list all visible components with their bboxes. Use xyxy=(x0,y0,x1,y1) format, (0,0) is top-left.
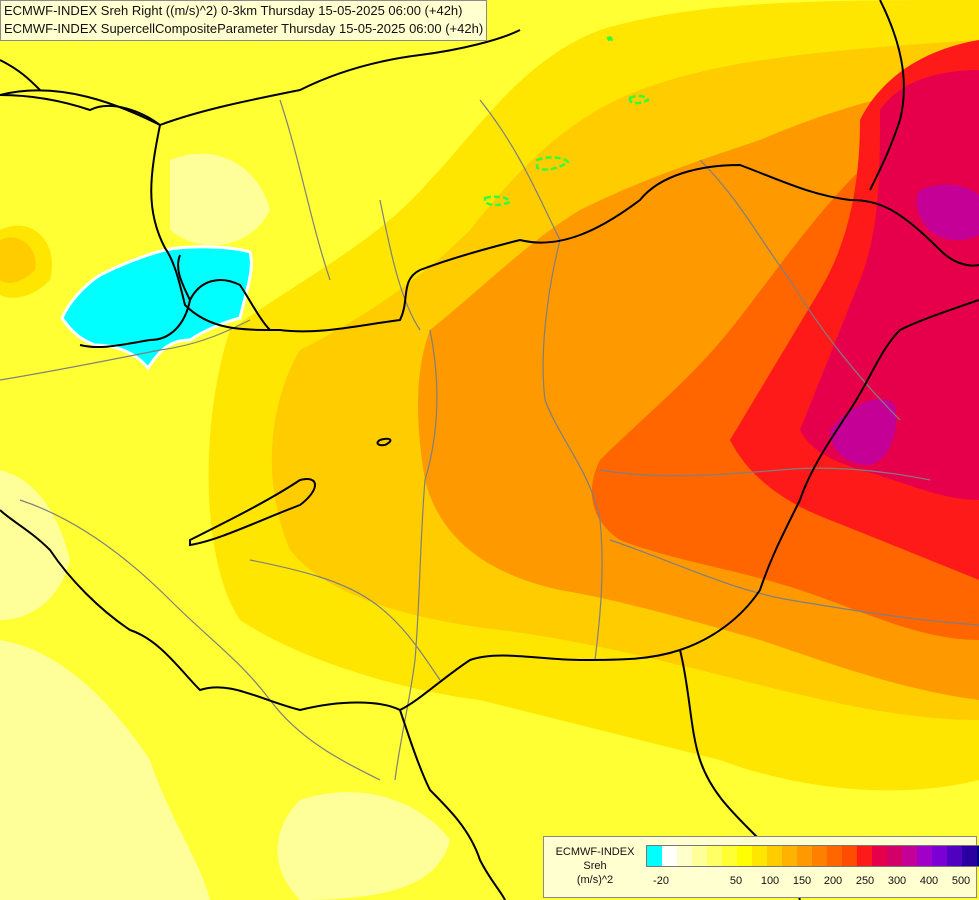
legend-model: ECMWF-INDEX xyxy=(555,846,635,858)
legend-swatch xyxy=(962,846,977,866)
legend-swatch xyxy=(782,846,797,866)
legend-swatch xyxy=(752,846,767,866)
legend-tick-label: 400 xyxy=(919,875,939,887)
legend-tick-label: 150 xyxy=(792,875,812,887)
map-title: ECMWF-INDEX Sreh Right ((m/s)^2) 0-3km T… xyxy=(0,0,488,41)
legend-swatch xyxy=(932,846,947,866)
legend-swatch xyxy=(767,846,782,866)
title-line-1: ECMWF-INDEX Sreh Right ((m/s)^2) 0-3km T… xyxy=(4,3,463,18)
field-low-west xyxy=(0,640,210,900)
legend-swatch xyxy=(647,846,662,866)
field-crimson xyxy=(800,70,979,500)
legend-tick-label: 250 xyxy=(855,875,875,887)
legend-tick-label: 500 xyxy=(951,875,971,887)
field-magenta-north xyxy=(916,184,979,241)
legend-swatch xyxy=(857,846,872,866)
legend-swatch xyxy=(977,846,979,866)
legend-unit: (m/s)^2 xyxy=(576,874,614,886)
legend-label: ECMWF-INDEX Sreh (m/s)^2 xyxy=(550,845,640,887)
field-amber-west xyxy=(0,237,36,283)
legend-tick-label: 50 xyxy=(729,875,743,887)
legend-swatch xyxy=(842,846,857,866)
legend-tick-label: 200 xyxy=(823,875,843,887)
legend-tick-label: 100 xyxy=(760,875,780,887)
legend-swatches xyxy=(646,845,979,867)
legend-swatch xyxy=(737,846,752,866)
legend-swatch xyxy=(872,846,887,866)
field-low-south xyxy=(277,792,450,900)
legend-tick-label: -20 xyxy=(653,875,669,887)
legend-swatch xyxy=(677,846,692,866)
legend-swatch xyxy=(722,846,737,866)
legend: ECMWF-INDEX Sreh (m/s)^2 -20 50 100 150 200 2… xyxy=(543,836,979,898)
legend-swatch xyxy=(797,846,812,866)
legend-swatch xyxy=(887,846,902,866)
legend-swatch xyxy=(917,846,932,866)
legend-swatch xyxy=(662,846,677,866)
field-cyan xyxy=(60,245,253,371)
legend-parameter: Sreh xyxy=(583,860,607,872)
field-low-north xyxy=(170,153,270,246)
legend-ticks: -2050100150200250300400500700 xyxy=(646,875,976,891)
legend-swatch xyxy=(947,846,962,866)
title-line-2: ECMWF-INDEX SupercellCompositeParameter … xyxy=(4,21,484,36)
legend-swatch xyxy=(812,846,827,866)
legend-swatch xyxy=(902,846,917,866)
supercell-contours xyxy=(483,36,650,207)
legend-swatch xyxy=(707,846,722,866)
legend-tick-label: 300 xyxy=(887,875,907,887)
rivers xyxy=(0,99,979,781)
legend-swatch xyxy=(827,846,842,866)
legend-swatch xyxy=(692,846,707,866)
field-low-west2 xyxy=(0,470,70,620)
